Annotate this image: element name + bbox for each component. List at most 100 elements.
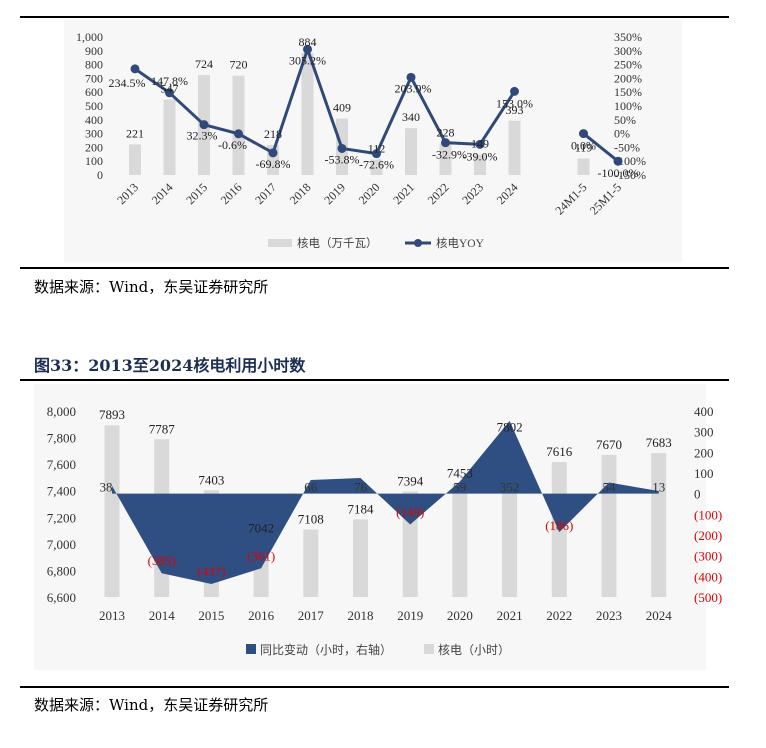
left-tick-label: 200 <box>85 140 103 154</box>
bar-value-label: 409 <box>333 101 351 115</box>
legend-bar-label: 核电（万千瓦） <box>297 236 378 250</box>
yoy-point <box>165 88 174 98</box>
bar-value-label: 393 <box>506 103 524 117</box>
bar <box>474 154 486 175</box>
x-tick-label: 2016 <box>248 608 275 623</box>
yoy-point <box>406 72 416 82</box>
yoy-value-label: -53.8% <box>325 152 360 166</box>
right-tick-label: (400) <box>694 569 722 584</box>
bar-value-label: 7453 <box>447 466 473 481</box>
bar <box>104 425 120 597</box>
yoy-value-label: 234.5% <box>109 76 146 90</box>
yoy-point <box>130 64 140 74</box>
bar-value-label: 884 <box>299 35 317 49</box>
left-tick-label: 700 <box>85 71 103 85</box>
yoy-value-label: -72.6% <box>359 158 394 172</box>
source-note-2: 数据来源：Wind，东吴证券研究所 <box>34 696 269 714</box>
left-tick-label: 8,000 <box>47 404 76 419</box>
right-tick-label: 350% <box>614 30 642 44</box>
x-tick-label: 2024 <box>646 608 673 623</box>
right-tick-label: 200% <box>614 71 642 85</box>
left-tick-label: 600 <box>85 85 103 99</box>
left-tick-label: 1,000 <box>76 30 103 44</box>
x-tick-label: 2018 <box>287 180 314 207</box>
yoy-point <box>579 129 588 139</box>
left-tick-label: 400 <box>85 113 103 127</box>
yoy-value-label: 32.3% <box>187 129 218 143</box>
yoy-point <box>510 86 519 96</box>
change-value-label: (361) <box>247 548 275 563</box>
change-value-label: (149) <box>396 504 424 519</box>
left-tick-label: 7,200 <box>47 510 76 525</box>
legend-line-marker <box>414 239 422 247</box>
bar-value-label: 7787 <box>149 421 176 436</box>
fig2-rule-1 <box>20 379 729 381</box>
bar-value-label: 7184 <box>348 501 375 516</box>
bar <box>163 99 176 175</box>
yoy-value-label: -100.0% <box>598 166 639 180</box>
left-tick-label: 500 <box>85 99 103 113</box>
x-tick-label: 2013 <box>114 180 141 207</box>
top-rule-1 <box>20 16 729 18</box>
x-tick-label: 2023 <box>459 180 486 207</box>
figure-title: 图33：2013至2024核电利用小时数 <box>34 356 306 375</box>
x-tick-label: 2017 <box>298 608 325 623</box>
legend-bar-label: 核电（小时） <box>438 643 510 657</box>
yoy-point <box>441 138 450 148</box>
bar-value-label: 7394 <box>397 474 424 489</box>
bar-value-label: 7403 <box>198 472 224 487</box>
fig2-rule-2 <box>20 686 729 688</box>
change-value-label: 54 <box>603 480 617 495</box>
bar-value-label: 7802 <box>497 419 523 434</box>
left-tick-label: 800 <box>85 58 103 72</box>
right-tick-label: 300 <box>694 425 714 440</box>
bar <box>129 144 141 175</box>
x-tick-label: 2021 <box>390 180 417 207</box>
yoy-change-area <box>112 420 659 584</box>
right-tick-label: 400 <box>694 404 714 419</box>
right-tick-label: -50% <box>614 140 640 154</box>
bar-value-label: 7683 <box>646 435 672 450</box>
yoy-value-label: 147.8% <box>151 74 188 88</box>
x-tick-label: 24M1-5 <box>552 180 589 217</box>
bar-value-label: 7108 <box>298 512 324 527</box>
bar <box>601 454 617 597</box>
x-tick-label: 2021 <box>497 608 523 623</box>
yoy-point <box>337 143 347 153</box>
bar <box>370 159 383 175</box>
right-tick-label: (200) <box>694 528 722 543</box>
bar <box>577 158 590 175</box>
change-value-label: 38 <box>100 480 113 495</box>
left-tick-label: 7,400 <box>47 484 76 499</box>
x-tick-label: 2020 <box>356 180 383 207</box>
right-tick-label: 100% <box>614 99 642 113</box>
top-rule-2 <box>20 267 729 269</box>
bar <box>303 529 319 597</box>
yoy-value-label: -69.8% <box>256 157 291 171</box>
legend-area-swatch <box>246 644 256 654</box>
legend-bar-swatch <box>424 644 434 654</box>
right-tick-label: 200 <box>694 445 714 460</box>
right-tick-label: 150% <box>614 85 642 99</box>
yoy-value-label: -32.9% <box>432 148 467 162</box>
right-tick-label: 0% <box>614 127 630 141</box>
bar-value-label: 7042 <box>248 520 274 535</box>
yoy-value-label: 203.9% <box>395 81 432 95</box>
x-tick-label: 2019 <box>321 180 348 207</box>
left-tick-label: 100 <box>85 154 103 168</box>
legend-bar-swatch <box>268 239 292 247</box>
left-tick-label: 0 <box>97 168 103 182</box>
bar <box>651 453 667 597</box>
bar-value-label: 218 <box>264 127 282 141</box>
change-value-label: 76 <box>354 480 368 495</box>
legend-area-label: 同比变动（小时，右轴） <box>260 642 392 657</box>
right-tick-label: 0 <box>694 487 701 502</box>
right-tick-label: (300) <box>694 549 722 564</box>
left-tick-label: 6,800 <box>47 563 76 578</box>
left-tick-label: 6,600 <box>47 590 76 605</box>
yoy-value-label: -39.0% <box>463 149 498 163</box>
x-tick-label: 2016 <box>218 180 245 207</box>
bar-value-label: 228 <box>437 126 455 140</box>
x-tick-label: 2013 <box>99 608 125 623</box>
right-tick-label: 300% <box>614 44 642 58</box>
